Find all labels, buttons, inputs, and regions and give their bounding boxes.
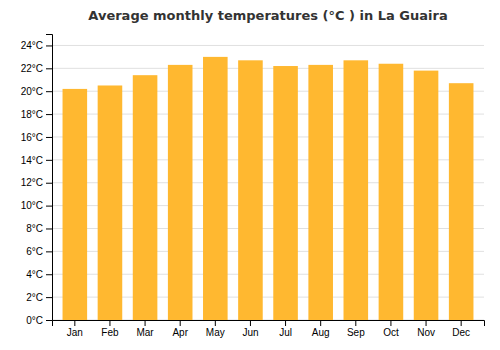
y-tick: 18°C — [21, 109, 52, 120]
tick-mark — [46, 251, 52, 252]
y-tick: 14°C — [21, 155, 52, 166]
tick-label: 24°C — [21, 40, 43, 51]
y-tick: 24°C — [21, 40, 52, 51]
tick-mark — [46, 228, 52, 229]
bar — [414, 71, 439, 320]
title: Average monthly temperatures (°C ) in La… — [88, 8, 447, 23]
tick-label: 16°C — [21, 132, 43, 143]
tick-label: 14°C — [21, 155, 43, 166]
tick-mark — [46, 297, 52, 298]
tick-label: Nov — [417, 327, 435, 338]
grid-line — [52, 68, 484, 69]
tick-mark — [461, 320, 462, 326]
bar — [133, 75, 158, 320]
tick-label: 0°C — [26, 315, 43, 326]
bar — [203, 57, 228, 320]
tick-mark — [46, 45, 52, 46]
x-tick: Jun — [242, 320, 258, 338]
bar — [344, 60, 369, 320]
tick-label: Apr — [172, 327, 188, 338]
bar — [63, 89, 88, 320]
y-tick: 4°C — [26, 269, 52, 280]
tick-mark — [46, 91, 52, 92]
x-tick: Nov — [417, 320, 435, 338]
x-tick: Dec — [452, 320, 470, 338]
x-tick: Sep — [347, 320, 365, 338]
tick-label: 22°C — [21, 63, 43, 74]
x-tick: Jan — [67, 320, 83, 338]
tick-mark — [390, 320, 391, 326]
tick-label: Oct — [383, 327, 399, 338]
bar — [308, 65, 333, 320]
tick-label: 4°C — [26, 269, 43, 280]
x-tick: Oct — [383, 320, 399, 338]
x-tick: Apr — [172, 320, 188, 338]
bar — [449, 83, 474, 320]
tick-label: 10°C — [21, 200, 43, 211]
plot: 0°C 2°C 4°C 6°C 8°C 10°C 12°C 14°C 16°C 18°C 20°C 2… — [21, 35, 485, 339]
y-tick: 20°C — [21, 86, 52, 97]
tick-mark — [46, 137, 52, 138]
tick-mark — [46, 68, 52, 69]
x-tick: Aug — [312, 320, 330, 338]
tick-mark — [250, 320, 251, 326]
bar — [238, 60, 263, 320]
tick-mark — [145, 320, 146, 326]
tick-mark — [46, 160, 52, 161]
bar — [379, 64, 404, 320]
tick-label: Mar — [136, 327, 154, 338]
tick-mark — [46, 274, 52, 275]
y-tick: 10°C — [21, 200, 52, 211]
y-tick: 6°C — [26, 246, 52, 257]
tick-label: Sep — [347, 327, 365, 338]
tick-mark — [320, 320, 321, 326]
grid-line — [52, 45, 484, 46]
tick-mark — [426, 320, 427, 326]
y-tick: 8°C — [26, 223, 52, 234]
tick-mark — [109, 320, 110, 326]
tick-label: Jan — [67, 327, 83, 338]
tick-mark — [46, 206, 52, 207]
x-tick: Mar — [136, 320, 154, 338]
y-tick: 16°C — [21, 132, 52, 143]
tick-mark — [215, 320, 216, 326]
grid — [52, 45, 484, 320]
tick-label: Feb — [101, 327, 119, 338]
tick-label: 20°C — [21, 86, 43, 97]
tick-label: Jun — [242, 327, 258, 338]
x-tick: Jul — [279, 320, 292, 338]
bar — [273, 66, 298, 320]
y-axis: 0°C 2°C 4°C 6°C 8°C 10°C 12°C 14°C 16°C 18°C 20°C 2… — [21, 35, 53, 326]
bar — [98, 85, 123, 320]
y-tick: 2°C — [26, 292, 52, 303]
y-tick: 22°C — [21, 63, 52, 74]
chart: 0°C 2°C 4°C 6°C 8°C 10°C 12°C 14°C 16°C 18°C 20°C 2… — [0, 0, 500, 350]
tick-label: Dec — [452, 327, 470, 338]
x-axis: Jan Feb Mar Apr May Jun Jul Aug Sep Oct Nov Dec — [53, 320, 485, 338]
tick-mark — [46, 320, 52, 321]
tick-label: 6°C — [26, 246, 43, 257]
axis-line — [53, 321, 485, 327]
tick-label: 2°C — [26, 292, 43, 303]
tick-mark — [74, 320, 75, 326]
tick-mark — [285, 320, 286, 326]
axis-line — [46, 35, 53, 321]
y-tick: 12°C — [21, 177, 52, 188]
tick-mark — [46, 183, 52, 184]
x-tick: May — [206, 320, 225, 338]
tick-mark — [355, 320, 356, 326]
tick-label: 8°C — [26, 223, 43, 234]
tick-label: Jul — [279, 327, 292, 338]
tick-mark — [46, 114, 52, 115]
tick-label: 12°C — [21, 177, 43, 188]
bar — [168, 65, 193, 320]
tick-label: Aug — [312, 327, 330, 338]
tick-mark — [180, 320, 181, 326]
tick-label: 18°C — [21, 109, 43, 120]
y-tick: 0°C — [26, 315, 52, 326]
bars — [63, 57, 474, 320]
tick-label: May — [206, 327, 225, 338]
x-tick: Feb — [101, 320, 119, 338]
